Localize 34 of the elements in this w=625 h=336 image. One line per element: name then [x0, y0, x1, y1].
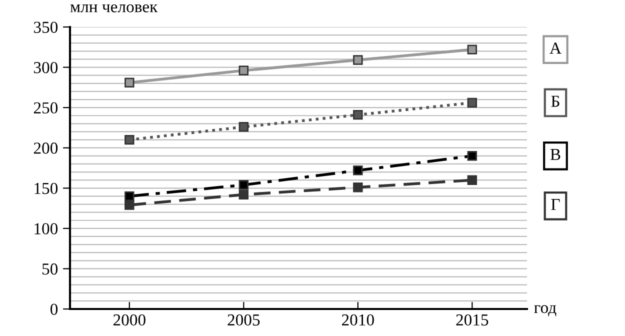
- y-tick-label: 100: [34, 223, 58, 234]
- y-tick-label: 300: [34, 62, 58, 74]
- point: [238, 122, 249, 132]
- x-tick-label: 2015: [456, 314, 488, 326]
- y-tick-label: 200: [34, 142, 58, 154]
- y-tick-label: 250: [34, 102, 58, 114]
- x-axis-title: год: [534, 305, 556, 316]
- text: Б: [551, 96, 560, 107]
- point: [124, 134, 134, 145]
- point: [353, 182, 363, 192]
- point: [238, 190, 249, 200]
- point: [238, 180, 249, 190]
- point: [353, 166, 363, 176]
- point: [467, 175, 478, 185]
- x-tick-label: 2010: [342, 314, 374, 326]
- text: В: [550, 149, 560, 160]
- point: [467, 151, 478, 161]
- point: [467, 98, 478, 108]
- text: Г: [551, 199, 560, 210]
- point: [124, 78, 134, 88]
- text: А: [550, 42, 562, 54]
- point: [124, 200, 134, 210]
- point: [353, 55, 363, 65]
- y-tick-label: 0: [50, 304, 58, 315]
- point: [238, 66, 249, 76]
- x-tick-label: 2000: [113, 314, 146, 326]
- y-tick-label: 50: [42, 263, 58, 275]
- y-tick-label: 350: [34, 22, 58, 33]
- point: [124, 191, 134, 202]
- x-tick-label: 2005: [228, 314, 260, 326]
- y-axis-title: млн человек: [70, 4, 158, 12]
- point: [353, 110, 363, 120]
- y-tick-label: 150: [34, 182, 58, 194]
- point: [467, 44, 478, 54]
